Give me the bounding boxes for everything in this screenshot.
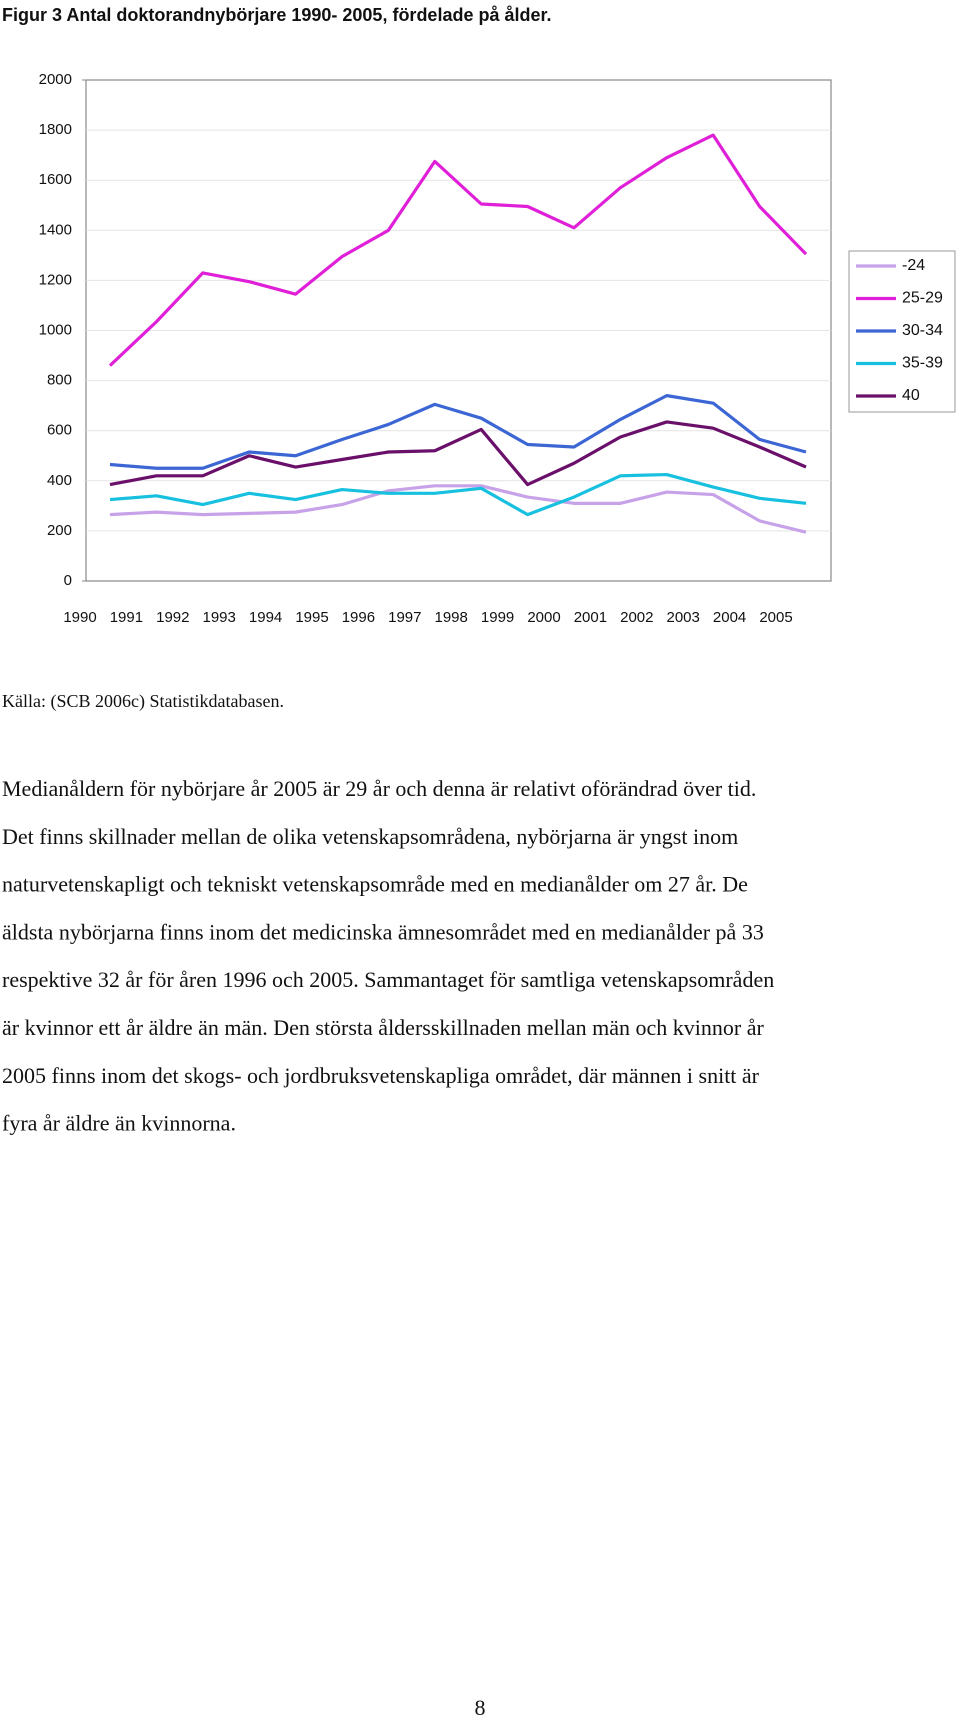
paragraph-line: fyra år äldre än kvinnorna.: [2, 1111, 236, 1136]
paragraph-line: äldsta nybörjarna finns inom det medicin…: [2, 919, 764, 944]
paragraph-line: Det finns skillnader mellan de olika vet…: [2, 824, 738, 849]
legend-label: 30-34: [902, 322, 943, 339]
legend-label: -24: [902, 257, 925, 274]
paragraph-line: naturvetenskapligt och tekniskt vetenska…: [2, 872, 748, 897]
y-tick-label: 200: [47, 522, 72, 539]
x-tick-label: 2003: [667, 609, 700, 626]
y-tick-label: 600: [47, 422, 72, 439]
paragraph-line: Medianåldern för nybörjare år 2005 är 29…: [2, 776, 756, 801]
y-tick-label: 0: [64, 572, 72, 589]
x-tick-label: 2000: [527, 609, 560, 626]
figure-title: Figur 3 Antal doktorandnybörjare 1990- 2…: [2, 5, 552, 25]
series-line: [109, 420, 807, 487]
legend-label: 35-39: [902, 355, 943, 372]
page-number: 8: [475, 1695, 486, 1720]
series-line: [109, 484, 807, 534]
y-tick-label: 2000: [39, 71, 72, 88]
x-tick-label: 1995: [295, 609, 328, 626]
y-tick-label: 1000: [39, 321, 72, 338]
x-tick-label: 2005: [759, 609, 792, 626]
x-tick-label: 2001: [574, 609, 607, 626]
paragraph-line: är kvinnor ett år äldre än män. Den stör…: [2, 1015, 764, 1040]
paragraph-line: 2005 finns inom det skogs- och jordbruks…: [2, 1063, 760, 1088]
paragraph-line: respektive 32 år för åren 1996 och 2005.…: [2, 967, 774, 992]
y-tick-label: 400: [47, 472, 72, 489]
x-tick-label: 1999: [481, 609, 514, 626]
x-tick-label: 1990: [63, 609, 96, 626]
x-tick-label: 2004: [713, 609, 746, 626]
x-tick-label: 1993: [203, 609, 236, 626]
y-tick-label: 1400: [39, 221, 72, 238]
series-line: [108, 133, 808, 367]
x-tick-label: 1994: [249, 609, 282, 626]
y-tick-label: 1800: [39, 121, 72, 138]
x-tick-label: 1996: [342, 609, 375, 626]
series-line: [109, 472, 807, 517]
legend-label: 40: [902, 387, 920, 404]
legend-label: 25-29: [902, 290, 943, 307]
y-tick-label: 800: [47, 372, 72, 389]
x-tick-label: 1997: [388, 609, 421, 626]
source-note: Källa: (SCB 2006c) Statistikdatabasen.: [2, 691, 284, 712]
x-tick-label: 2002: [620, 609, 653, 626]
x-tick-label: 1998: [435, 609, 468, 626]
series-line: [109, 394, 807, 470]
y-tick-label: 1200: [39, 271, 72, 288]
y-tick-label: 1600: [39, 171, 72, 188]
x-tick-label: 1992: [156, 609, 189, 626]
x-tick-label: 1991: [110, 609, 143, 626]
